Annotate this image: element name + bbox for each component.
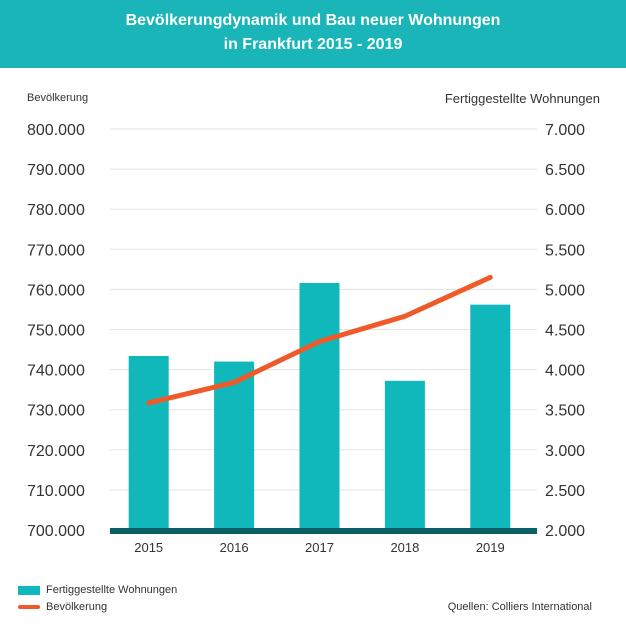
- y-tick-left: 780.000: [27, 202, 85, 219]
- y-tick-left: 760.000: [27, 282, 85, 299]
- y-tick-right: 2.000: [545, 523, 585, 540]
- chart-header: Bevölkerungdynamik und Bau neuer Wohnung…: [0, 0, 626, 68]
- y-tick-left: 750.000: [27, 323, 85, 340]
- x-tick-label: 2017: [305, 540, 334, 555]
- y-tick-right: 7.000: [545, 122, 585, 139]
- y-tick-right: 5.500: [545, 242, 585, 259]
- y-axis-left-label: Bevölkerung: [27, 92, 88, 104]
- y-tick-left: 770.000: [27, 242, 85, 259]
- x-tick-label: 2016: [220, 540, 249, 555]
- legend-swatch-bars: [18, 585, 40, 595]
- bar-2018: [384, 380, 425, 530]
- y-axis-right-label: Fertiggestellte Wohnungen: [445, 91, 600, 106]
- y-tick-left: 740.000: [27, 363, 85, 380]
- chart-title-line1: Bevölkerungdynamik und Bau neuer Wohnung…: [125, 12, 501, 29]
- x-tick-label: 2018: [390, 540, 419, 555]
- y-tick-right: 4.000: [545, 363, 585, 380]
- y-tick-right: 2.500: [545, 483, 585, 500]
- bar-2017: [299, 282, 340, 530]
- y-tick-right: 6.500: [545, 162, 585, 179]
- y-tick-left: 710.000: [27, 483, 85, 500]
- x-axis-baseline: [110, 528, 537, 534]
- y-tick-left: 730.000: [27, 403, 85, 420]
- legend-label-line: Bevölkerung: [46, 601, 108, 613]
- y-tick-right: 6.000: [545, 202, 585, 219]
- bar-2015: [128, 355, 169, 530]
- x-tick-label: 2019: [476, 540, 505, 555]
- y-tick-right: 3.000: [545, 443, 585, 460]
- bar-2019: [470, 304, 511, 530]
- y-tick-right: 3.500: [545, 403, 585, 420]
- legend-label-bars: Fertiggestellte Wohnungen: [46, 584, 178, 596]
- legend-item-bars: Fertiggestellte Wohnungen: [18, 584, 177, 596]
- legend-item-line: Bevölkerung: [18, 601, 107, 613]
- y-tick-left: 800.000: [27, 122, 85, 139]
- bar-2016: [214, 361, 255, 530]
- y-tick-left: 700.000: [27, 523, 85, 540]
- chart-title-line2: in Frankfurt 2015 - 2019: [223, 36, 403, 53]
- y-tick-left: 720.000: [27, 443, 85, 460]
- y-tick-left: 790.000: [27, 162, 85, 179]
- source-note: Quellen: Colliers International: [447, 601, 592, 613]
- x-tick-label: 2015: [134, 540, 163, 555]
- legend-swatch-line: [18, 605, 40, 609]
- y-tick-right: 5.000: [545, 282, 585, 299]
- y-tick-right: 4.500: [545, 323, 585, 340]
- series-line-bevoelkerung: [146, 274, 493, 406]
